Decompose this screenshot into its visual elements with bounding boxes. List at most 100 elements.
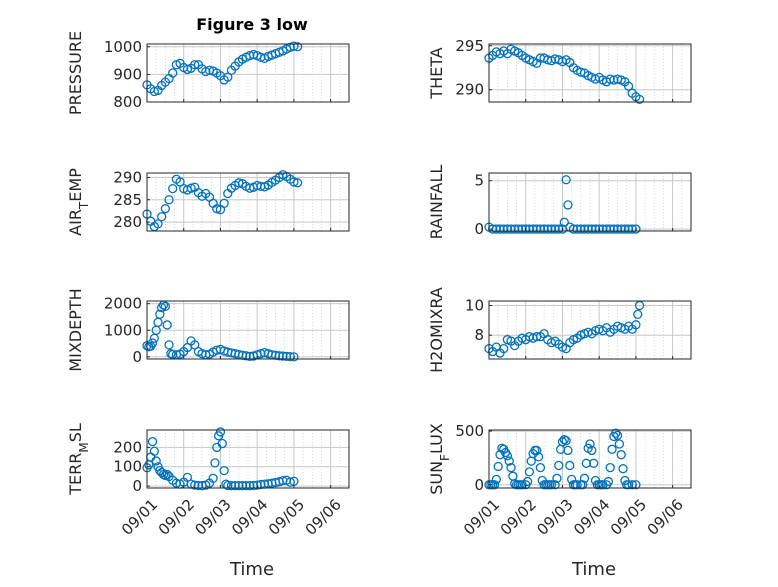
data-point	[563, 200, 573, 210]
data-point	[612, 430, 623, 441]
data-point	[533, 452, 544, 462]
y-tick-label: 1000	[104, 38, 142, 56]
y-tick-label: 0	[132, 477, 142, 495]
axes-box	[488, 300, 692, 360]
data-point	[289, 177, 299, 187]
data-point	[230, 481, 240, 491]
data-point	[579, 224, 590, 234]
x-tick-label: 09/01	[118, 496, 161, 539]
plot-area	[489, 430, 691, 488]
data-point	[532, 224, 542, 234]
axes-box	[146, 43, 350, 103]
data-point	[552, 473, 562, 483]
y-tick-label: 100	[113, 458, 142, 476]
data-point	[572, 224, 582, 234]
data-point	[524, 467, 535, 477]
y-axis-label-mixdepth: MIXDEPTH	[66, 288, 85, 371]
y-tick-label: 2000	[104, 295, 142, 313]
data-point	[579, 473, 590, 483]
data-point	[535, 224, 546, 234]
data-point	[157, 212, 167, 222]
data-point	[208, 473, 218, 483]
data-point	[587, 224, 597, 234]
data-point	[504, 456, 514, 466]
x-tick-label: 09/04	[228, 496, 271, 539]
x-tick-label: 09/03	[191, 496, 234, 539]
y-tick-label: 900	[113, 65, 142, 83]
data-point	[631, 320, 641, 330]
axes-box	[146, 429, 350, 489]
data-point	[576, 67, 586, 77]
data-point	[226, 481, 237, 491]
data-point	[491, 474, 501, 485]
y-tick-label: 200	[113, 438, 142, 456]
y-axis-label-terr-msl: TERRMSL	[66, 423, 91, 496]
y-tick-label: 295	[455, 37, 484, 55]
y-tick-label: 8	[474, 326, 484, 344]
data-point	[565, 460, 575, 471]
x-tick-label: 09/01	[460, 496, 503, 539]
data-point	[182, 64, 193, 75]
data-point	[603, 476, 614, 487]
subplot-air-temp: 280 285 290 AIRTEMP	[66, 168, 350, 236]
y-tick-label: 10	[465, 296, 484, 314]
data-point	[631, 224, 641, 234]
right-x-axis-label: Time	[571, 559, 616, 580]
data-point	[535, 462, 546, 473]
data-point	[568, 224, 579, 234]
x-tick-label: 09/03	[533, 496, 576, 539]
data-point	[245, 50, 255, 61]
data-point	[168, 68, 178, 78]
data-point	[522, 476, 533, 487]
y-tick-label: 0	[474, 220, 484, 238]
y-axis-label-pressure: PRESSURE	[66, 31, 85, 115]
data-point	[186, 183, 196, 193]
data-point	[491, 224, 501, 234]
y-tick-label: 0	[132, 348, 142, 366]
data-point	[289, 352, 299, 362]
data-point	[532, 445, 542, 456]
data-point	[149, 446, 159, 456]
data-point	[612, 224, 623, 234]
axes-box	[488, 172, 692, 232]
data-point	[633, 309, 643, 320]
data-point	[614, 439, 625, 449]
x-tick-label: 09/02	[497, 496, 540, 539]
data-point	[618, 464, 628, 474]
data-point	[223, 480, 233, 491]
data-point	[605, 462, 615, 473]
data-point	[234, 178, 244, 188]
data-point	[585, 439, 595, 449]
data-point	[223, 72, 233, 82]
left-x-axis-label: Time	[229, 559, 274, 580]
data-point	[155, 309, 165, 319]
data-point	[237, 481, 248, 491]
data-point	[550, 480, 560, 490]
data-point	[616, 224, 626, 234]
data-point	[528, 224, 538, 234]
data-point	[611, 428, 621, 438]
data-point	[581, 458, 591, 468]
data-point	[212, 204, 222, 214]
data-point	[292, 42, 303, 52]
y-tick-label: 290	[113, 168, 142, 186]
data-point	[605, 224, 615, 234]
data-point	[605, 74, 615, 84]
data-point	[601, 224, 612, 234]
subplot-theta: 290 295 THETA	[427, 37, 692, 105]
data-point	[151, 456, 161, 466]
x-tick-label: 09/06	[302, 496, 345, 539]
data-point	[241, 481, 251, 491]
data-point	[559, 217, 569, 227]
data-point	[559, 435, 569, 445]
data-point	[539, 224, 549, 234]
data-point	[234, 481, 244, 491]
y-tick-label: 285	[113, 191, 142, 209]
data-point	[550, 224, 560, 234]
data-point	[502, 451, 513, 461]
data-point	[215, 427, 226, 437]
data-point	[616, 450, 626, 460]
x-tick-label: 09/04	[570, 496, 613, 539]
y-axis-label-h2omixra: H2OMIXRA	[427, 287, 446, 373]
